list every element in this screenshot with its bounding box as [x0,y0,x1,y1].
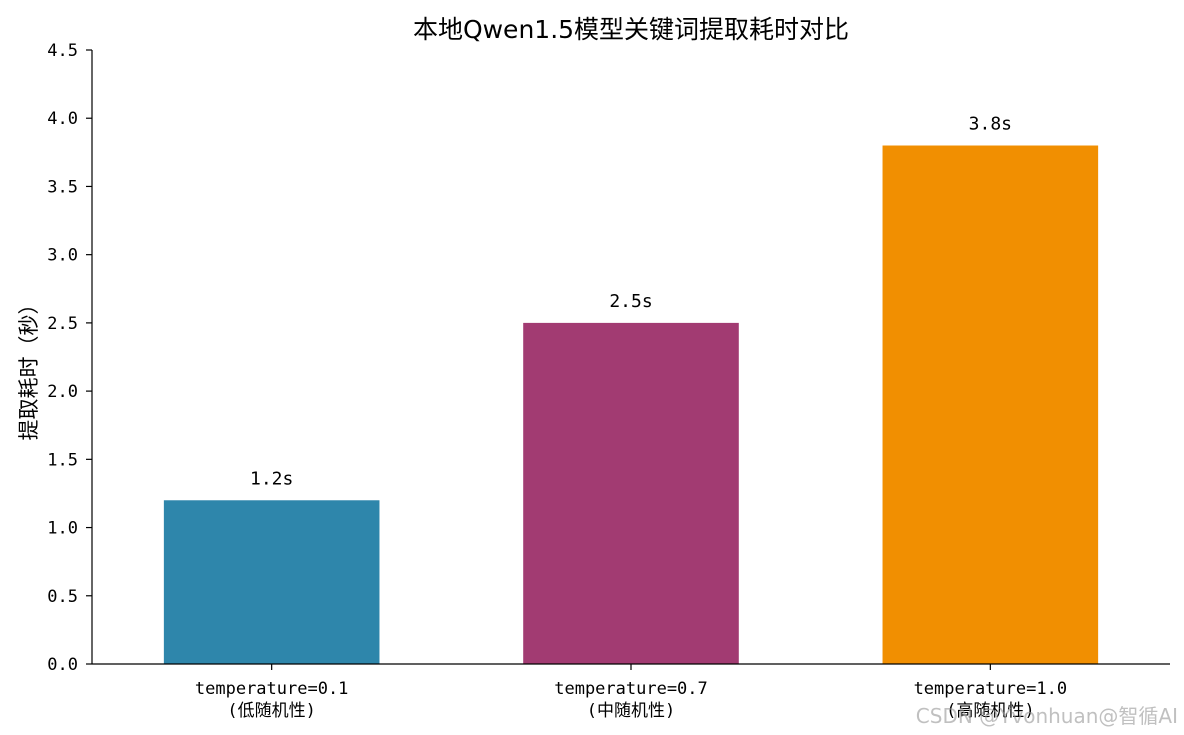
data-label: 1.2s [250,468,293,489]
y-tick-label: 3.0 [47,246,78,266]
x-tick-label: temperature=0.1 [195,679,349,699]
y-tick-label: 2.5 [47,314,78,334]
y-tick-label: 1.0 [47,519,78,539]
x-tick-label: (低随机性) [227,701,315,721]
y-tick-label: 4.0 [47,109,78,129]
y-tick-label: 1.5 [47,450,78,470]
x-tick-label: (高随机性) [946,701,1034,721]
y-tick-label: 4.5 [47,41,78,61]
chart-title: 本地Qwen1.5模型关键词提取耗时对比 [413,15,849,44]
y-tick-label: 3.5 [47,177,78,197]
y-tick-label: 0.5 [47,587,78,607]
x-tick-label: temperature=1.0 [914,679,1068,699]
data-label: 3.8s [969,114,1012,135]
y-tick-label: 2.0 [47,382,78,402]
bar [882,145,1099,664]
bar [163,500,380,664]
data-label: 2.5s [609,291,652,312]
x-tick-label: (中随机性) [587,701,675,721]
watermark: CSDN @Yvonhuan@智循AI [915,704,1178,728]
bar [523,322,739,664]
x-tick-label: temperature=0.7 [554,679,708,699]
y-axis-label: 提取耗时（秒） [17,294,41,441]
y-tick-label: 0.0 [47,655,78,675]
